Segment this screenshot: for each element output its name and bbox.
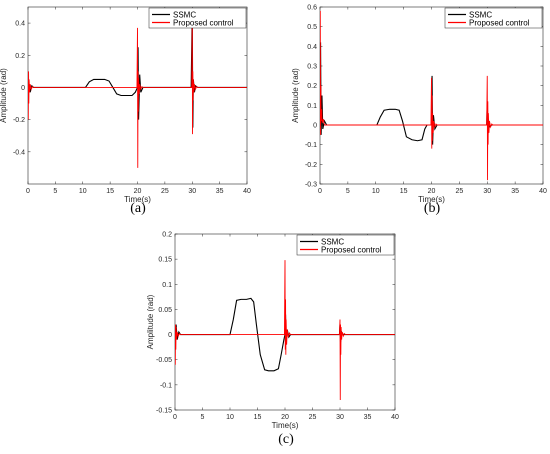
x-tick-label: 15 <box>254 414 262 421</box>
legend-label: SSMC <box>469 10 492 19</box>
series-line-proposed-control <box>175 260 395 400</box>
legend-box <box>444 7 543 29</box>
x-axis-label: Time(s) <box>124 195 151 204</box>
y-tick-label: 0.5 <box>307 24 317 31</box>
legend-label: Proposed control <box>173 18 234 27</box>
y-tick-label: -0.2 <box>305 162 317 169</box>
chart-panel: 0 5 10 15 20 25 30 35 40 -0.15 -0.1 -0.05 0 0.05 0.1 0.… <box>146 232 399 448</box>
x-tick-label: 35 <box>364 414 372 421</box>
x-tick-label: 25 <box>161 188 169 195</box>
y-axis-label: Amplitude (rad) <box>291 68 300 123</box>
x-tick-label: 40 <box>243 188 251 195</box>
x-tick-label: 0 <box>173 414 177 421</box>
x-tick-label: 30 <box>188 188 196 195</box>
x-tick-label: 35 <box>216 188 224 195</box>
y-tick-label: -0.05 <box>156 357 172 364</box>
x-tick-label: 40 <box>391 414 399 421</box>
y-tick-label: -0.2 <box>13 117 25 124</box>
x-axis-label: Time(s) <box>272 421 299 430</box>
y-axis-label: Amplitude (rad) <box>0 68 8 123</box>
y-tick-label: 0.15 <box>158 257 172 264</box>
y-axis-label: Amplitude (rad) <box>146 294 155 349</box>
series-line-proposed-control <box>28 15 247 168</box>
x-tick-label: 30 <box>336 414 344 421</box>
x-tick-label: 10 <box>226 414 234 421</box>
x-axis-label: Time(s) <box>418 195 445 204</box>
y-tick-label: 0.4 <box>307 44 317 51</box>
y-tick-label: -0.15 <box>156 408 172 415</box>
x-tick-label: 20 <box>428 188 436 195</box>
x-tick-label: 20 <box>134 188 142 195</box>
y-tick-label: 0 <box>168 332 172 339</box>
y-tick-label: 0.2 <box>162 232 172 239</box>
y-tick-label: 0.2 <box>15 53 25 60</box>
legend-label: Proposed control <box>469 18 530 27</box>
panel-caption: (a) <box>130 201 146 216</box>
y-tick-label: 0.2 <box>307 83 317 90</box>
x-tick-label: 25 <box>455 188 463 195</box>
x-tick-label: 40 <box>539 188 547 195</box>
y-tick-label: 0 <box>21 85 25 92</box>
x-tick-label: 35 <box>511 188 519 195</box>
y-tick-label: 0.1 <box>162 282 172 289</box>
y-tick-label: 0.05 <box>158 307 172 314</box>
y-tick-label: -0.1 <box>305 142 317 149</box>
x-tick-label: 10 <box>372 188 380 195</box>
legend-label: SSMC <box>321 237 344 246</box>
x-tick-label: 10 <box>79 188 87 195</box>
panel-caption: (c) <box>278 432 294 447</box>
y-tick-label: 0.3 <box>307 64 317 71</box>
x-tick-label: 0 <box>26 188 30 195</box>
y-tick-label: 0.1 <box>307 103 317 110</box>
x-tick-label: 30 <box>483 188 491 195</box>
x-tick-label: 5 <box>53 188 57 195</box>
y-tick-label: -0.3 <box>305 182 317 189</box>
panel-caption: (b) <box>424 201 441 216</box>
y-tick-label: 0.4 <box>15 21 25 28</box>
x-tick-label: 15 <box>106 188 114 195</box>
x-tick-label: 15 <box>400 188 408 195</box>
x-tick-label: 5 <box>201 414 205 421</box>
legend-label: Proposed control <box>321 245 382 254</box>
legend-box <box>296 234 395 256</box>
y-tick-label: -0.1 <box>160 382 172 389</box>
legend-box <box>148 7 247 29</box>
y-tick-label: 0 <box>313 123 317 130</box>
x-tick-label: 25 <box>309 414 317 421</box>
chart-panel: 0 5 10 15 20 25 30 35 40 -0.4 -0.2 0 0.2 0.4 Time(s) Am… <box>0 6 251 216</box>
y-tick-label: -0.4 <box>13 149 25 156</box>
y-tick-label: 0.6 <box>307 5 317 12</box>
x-tick-label: 5 <box>346 188 350 195</box>
x-tick-label: 20 <box>281 414 289 421</box>
x-tick-label: 0 <box>318 188 322 195</box>
series-line-proposed-control <box>320 10 543 181</box>
chart-panel: 0 5 10 15 20 25 30 35 40 -0.3 -0.2 -0.1 0 0.1 0.2 0.3 0.… <box>291 5 547 217</box>
legend-label: SSMC <box>173 10 196 19</box>
